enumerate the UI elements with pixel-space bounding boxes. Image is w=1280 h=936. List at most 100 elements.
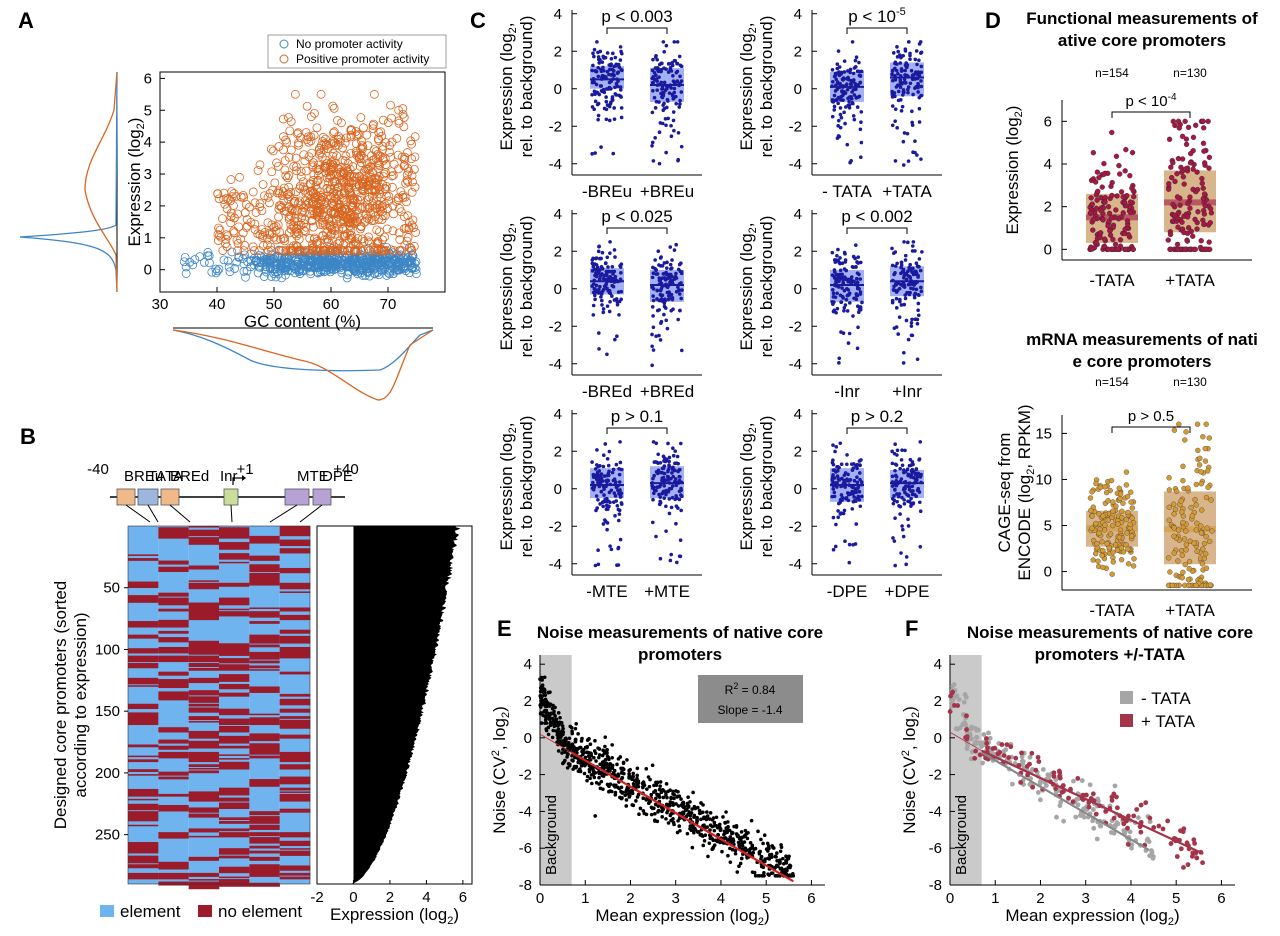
panel-b-heatmap-cell (249, 850, 280, 854)
panel-c-subplot-point (906, 74, 910, 79)
panel-d2-point (1094, 540, 1100, 547)
panel-a-point (342, 273, 352, 283)
panel-c-subplot-point (834, 83, 838, 87)
panel-a-xtick-label: 60 (323, 296, 340, 313)
panel-d2-point (1108, 477, 1115, 484)
panel-d2-point (1186, 582, 1192, 589)
panel-d2-point (1125, 546, 1131, 552)
panel-b-heatmap-cell (279, 629, 311, 634)
panel-c-subplot-point (897, 480, 902, 485)
panel-c-subplot-point (650, 305, 655, 309)
panel-e-point (569, 725, 574, 730)
panel-e-point (644, 767, 649, 771)
panel-b-heatmap-cell (188, 614, 220, 621)
panel-b-heatmap-cell (249, 621, 280, 624)
panel-a-point (350, 237, 360, 246)
panel-d2-point (1198, 481, 1205, 487)
panel-d2-point (1194, 548, 1200, 555)
panel-d2-point (1128, 489, 1134, 495)
panel-e-point (585, 738, 590, 742)
panel-c-subplot-point (835, 97, 840, 101)
panel-b-heatmap-cell (219, 832, 250, 838)
panel-d2-point (1102, 522, 1108, 528)
panel-c-subplot-point (831, 487, 836, 491)
panel-c-subplot-point (911, 502, 915, 506)
panel-c-subplot-point (651, 440, 656, 444)
panel-c-subplot-point (679, 488, 684, 493)
panel-c-subplot-point (897, 286, 902, 291)
panel-e-point (601, 748, 605, 753)
panel-d2-point (1127, 521, 1133, 527)
panel-d2-point (1105, 498, 1111, 504)
panel-c-subplot-point (594, 475, 598, 479)
panel-b-heatmap-cell (249, 572, 280, 579)
panel-d2-point (1180, 463, 1186, 470)
panel-a-point (348, 162, 358, 171)
panel-b-heatmap-cell (279, 756, 311, 763)
panel-e-point (644, 812, 649, 817)
panel-a-point (356, 113, 366, 122)
panel-e-point (739, 856, 744, 861)
panel-e-point (762, 833, 767, 837)
panel-c-subplot-point (851, 499, 856, 504)
panel-d2-point (1110, 522, 1116, 529)
panel-e-point (630, 791, 635, 796)
panel-c-subplot-point (603, 442, 608, 446)
panel-c-subplot-ytick-label: 4 (554, 406, 562, 423)
panel-b-heatmap-cell (279, 734, 311, 739)
panel-e-point (773, 854, 778, 859)
panel-c-subplot-point (919, 51, 923, 55)
panel-d2-point (1129, 505, 1135, 511)
panel-b-heatmap-cell (279, 693, 311, 697)
panel-c-subplot-point (659, 321, 663, 325)
panel-c-subplot-point (901, 139, 906, 144)
panel-c-subplot-point (653, 106, 658, 110)
panel-e-point (665, 810, 669, 815)
panel-d1-point (1127, 173, 1133, 179)
panel-a-point (280, 156, 290, 165)
panel-e-xtick-label: 3 (672, 890, 680, 907)
panel-d2-point (1167, 569, 1173, 575)
panel-c-subplot-point (832, 300, 836, 304)
panel-e-point (582, 771, 587, 776)
panel-d1-point (1089, 201, 1095, 207)
panel-e-point (540, 678, 544, 682)
panel-c-subplot-point (850, 485, 855, 489)
panel-c-subplot-point (606, 276, 611, 281)
panel-c-subplot-point (595, 102, 600, 107)
panel-d2-point (1115, 521, 1121, 527)
panel-b-ytick-label: 100 (95, 641, 120, 658)
panel-d2-point (1199, 507, 1205, 513)
panel-d1-point (1170, 201, 1176, 208)
panel-c-subplot-point (910, 109, 914, 114)
panel-c-subplot-point (600, 272, 604, 276)
panel-b-heatmap-cell (128, 744, 159, 748)
panel-e-point (652, 783, 656, 788)
panel-c-subplot-point (911, 92, 915, 97)
panel-e-point (542, 675, 547, 680)
panel-b-heatmap-cell (158, 751, 189, 759)
panel-c-subplot-point (901, 284, 906, 289)
panel-c-subplot-point (854, 522, 859, 526)
panel-b-heatmap-cell (128, 798, 159, 801)
panel-c-subplot-point (596, 50, 600, 55)
panel-c-subplot-point (601, 500, 606, 504)
panel-c-subplot-point (858, 73, 863, 78)
panel-a-point (283, 266, 293, 275)
panel-a-point (308, 255, 318, 264)
panel-b-heatmap-cell (128, 774, 159, 776)
panel-c-subplot-point (842, 288, 847, 293)
panel-a-point (363, 141, 373, 151)
panel-d2-point (1125, 561, 1132, 567)
panel-d2-point (1112, 542, 1119, 548)
panel-c-subplot-point (906, 90, 910, 95)
panel-d2-point (1188, 505, 1194, 511)
panel-c-subplot-point (916, 308, 920, 312)
panel-c-subplot-point (605, 255, 610, 260)
panel-c-subplot-point (613, 337, 617, 342)
panel-c-subplot-point (917, 120, 922, 124)
panel-b-heatmap-cell (158, 619, 189, 628)
panel-d1-point (1199, 175, 1205, 182)
panel-d2-point (1087, 495, 1094, 501)
panel-c-subplot-point (616, 518, 621, 523)
